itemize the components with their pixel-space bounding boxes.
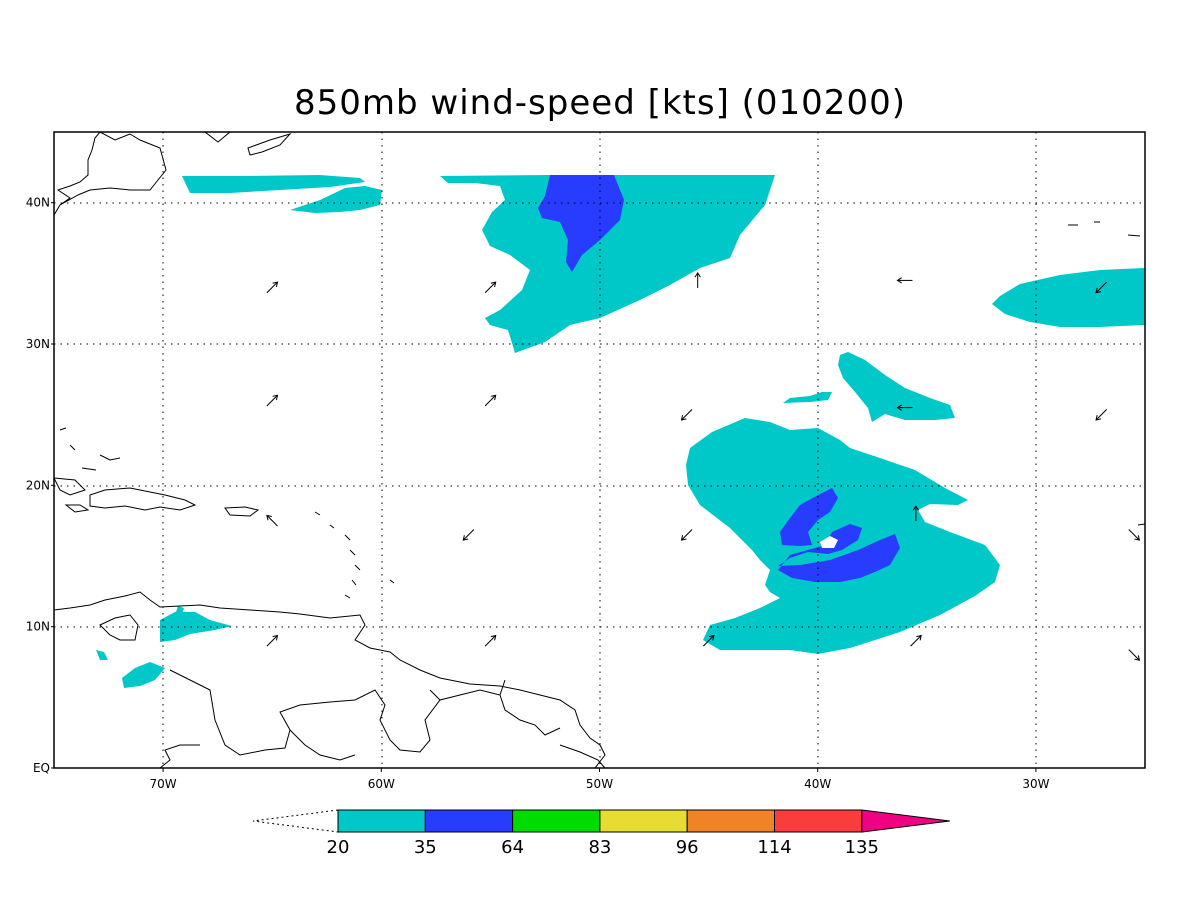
plot-area: [54, 132, 1145, 768]
coast-cape-verde: [1137, 523, 1145, 526]
wind-vector: [896, 277, 913, 284]
coast-lesser-antilles: [314, 511, 395, 599]
region-north-jet: [440, 175, 775, 353]
region-east-blob: [992, 268, 1145, 327]
storm-core-2: [778, 524, 900, 582]
lon-label-60w: 60W: [368, 777, 395, 791]
colorbar-over-triangle: [861, 809, 950, 833]
colorbar-segment: [686, 809, 776, 833]
colorbar-segment: [337, 809, 426, 833]
wind-vector: [910, 634, 922, 647]
lon-label-30w: 30W: [1022, 777, 1049, 791]
lat-label-10n: 10N: [26, 620, 50, 634]
colorbar-label: 114: [757, 837, 791, 858]
region-small-north: [783, 392, 832, 403]
colorbar-label: 135: [845, 837, 879, 858]
coast-newfoundland: [204, 132, 231, 143]
coast-puerto-rico: [224, 506, 260, 517]
storm-core-1: [780, 488, 838, 546]
wind-vector: [266, 394, 279, 407]
contour-fill-35-64: [538, 175, 900, 582]
colorbar-label: 20: [327, 837, 350, 858]
wind-vector: [266, 514, 278, 527]
lon-label-50w: 50W: [586, 777, 613, 791]
coast-hispaniola: [89, 487, 197, 511]
coastlines: [54, 132, 1145, 768]
region-caribbean-3: [96, 650, 108, 660]
storm-eye: [820, 536, 838, 548]
colorbar-label: 96: [676, 837, 699, 858]
region-nw-streak-2: [290, 186, 382, 213]
lon-label-70w: 70W: [150, 777, 177, 791]
lon-label-40w: 40W: [804, 777, 831, 791]
colorbar-segment: [512, 809, 601, 833]
colorbar-label: 35: [414, 837, 437, 858]
wind-vector: [680, 409, 693, 421]
coast-south-america: [54, 591, 606, 768]
coast-nova-scotia: [247, 133, 292, 156]
colorbar-under-triangle: [252, 809, 339, 833]
lat-label-30n: 30N: [26, 337, 50, 351]
wind-vector: [912, 505, 919, 522]
wind-vector: [462, 529, 475, 541]
wind-vector: [680, 529, 693, 541]
wind-vector: [1128, 649, 1141, 661]
coast-jamaica: [64, 504, 90, 513]
coast-azores: [1068, 221, 1141, 237]
latitude-axis: 40N 30N 20N 10N EQ: [26, 196, 54, 775]
coast-brazil-tip: [559, 744, 606, 768]
colorbar-label: 64: [501, 837, 524, 858]
lat-label-eq: EQ: [33, 761, 50, 775]
wind-vector: [484, 394, 497, 407]
colorbar: 20 35 64 83 96 114 135: [252, 809, 950, 858]
coast-north-america: [54, 132, 167, 216]
wind-vector: [266, 634, 279, 647]
wind-vector: [1128, 529, 1141, 541]
colorbar-segment: [599, 809, 688, 833]
wind-vector: [694, 271, 701, 288]
longitude-axis: 70W 60W 50W 40W 30W: [150, 768, 1050, 791]
wind-vectors: [266, 271, 1141, 661]
region-caribbean-2: [122, 662, 165, 688]
coast-central-america: [159, 744, 200, 768]
region-caribbean-1: [160, 612, 232, 642]
coast-maracaibo: [99, 614, 139, 641]
wind-vector: [266, 281, 279, 294]
wind-vector: [1095, 281, 1108, 294]
region-caribbean-4: [176, 606, 184, 614]
colorbar-label: 83: [588, 837, 611, 858]
wind-vector: [484, 634, 497, 647]
region-nw-streak: [182, 175, 365, 193]
region-ne-blob: [838, 352, 955, 422]
jet-core: [538, 175, 624, 272]
wind-vector: [1095, 409, 1108, 421]
coast-cuba: [54, 477, 86, 496]
lat-label-40n: 40N: [26, 196, 50, 210]
chart-title: 850mb wind-speed [kts] (010200): [294, 83, 906, 123]
wind-vector: [702, 634, 715, 647]
colorbar-segment: [774, 809, 863, 833]
wind-vector: [896, 404, 913, 411]
lat-label-20n: 20N: [26, 478, 50, 492]
contour-fill-20-35: [96, 175, 1145, 688]
colorbar-segment: [424, 809, 514, 833]
coast-inland-borders: [169, 669, 561, 761]
coast-bahamas: [59, 427, 121, 471]
wind-vector: [484, 281, 497, 294]
